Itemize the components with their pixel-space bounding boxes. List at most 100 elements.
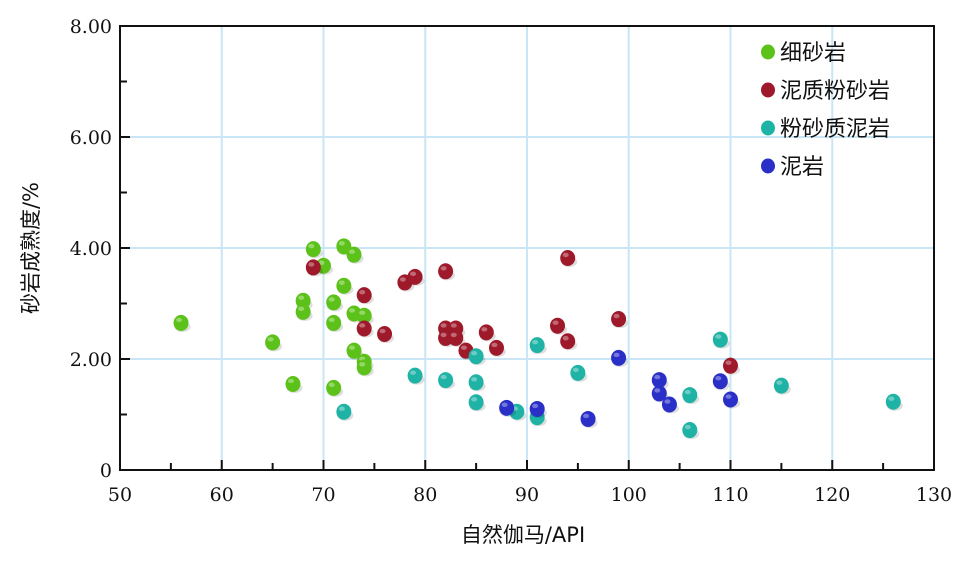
x-tick-label: 120 <box>814 484 850 506</box>
data-point-highlight <box>715 334 722 339</box>
data-point-highlight <box>308 262 315 267</box>
data-point <box>356 359 372 376</box>
legend-item: 泥岩 <box>761 155 824 180</box>
data-point-highlight <box>613 313 620 319</box>
data-point-highlight <box>338 406 345 411</box>
data-point <box>305 241 321 258</box>
data-point <box>570 364 586 381</box>
data-point <box>305 259 321 276</box>
data-point-highlight <box>349 249 356 254</box>
data-point-highlight <box>613 352 620 358</box>
data-point <box>346 246 362 263</box>
data-point-highlight <box>176 317 183 323</box>
data-point-highlight <box>552 320 559 325</box>
data-point-highlight <box>338 241 345 246</box>
legend-label: 粉砂质泥岩 <box>780 117 890 142</box>
x-tick-label: 50 <box>108 484 132 506</box>
legend-marker <box>761 44 775 60</box>
data-point <box>326 294 342 311</box>
data-point-highlight <box>379 328 386 334</box>
data-point <box>326 379 342 396</box>
data-point-highlight <box>338 280 345 285</box>
data-point-highlight <box>440 374 447 380</box>
data-point-highlight <box>359 310 366 315</box>
x-tick-label: 70 <box>311 484 335 506</box>
data-point <box>712 373 728 390</box>
data-point-highlight <box>287 378 294 384</box>
y-tick-label: 4.00 <box>70 238 112 260</box>
x-tick-label: 100 <box>611 484 647 506</box>
data-point <box>265 334 281 351</box>
data-point <box>285 375 301 392</box>
y-tick-label: 8.00 <box>70 16 112 38</box>
data-point-highlight <box>328 297 335 302</box>
data-point-highlight <box>664 399 671 404</box>
data-points <box>173 238 903 440</box>
x-tick-label: 110 <box>712 484 748 506</box>
data-point <box>611 311 627 328</box>
data-point <box>326 314 342 331</box>
data-point <box>468 374 484 391</box>
data-point-highlight <box>684 389 691 395</box>
data-point-highlight <box>481 327 488 332</box>
data-point-highlight <box>460 345 467 350</box>
data-point <box>336 238 352 255</box>
data-point <box>529 337 545 354</box>
data-point <box>407 367 423 384</box>
data-point-highlight <box>298 295 305 300</box>
data-point <box>468 348 484 365</box>
data-point <box>651 385 667 402</box>
y-tick-label: 6.00 <box>70 127 112 149</box>
data-point-highlight <box>471 397 478 402</box>
data-point-highlight <box>501 402 508 408</box>
data-point <box>336 277 352 294</box>
data-point <box>438 372 454 389</box>
data-point-highlight <box>440 332 447 338</box>
data-point-highlight <box>359 289 366 295</box>
data-point <box>295 303 311 320</box>
data-point-highlight <box>440 323 447 328</box>
data-point <box>885 393 901 410</box>
data-point-highlight <box>410 370 417 375</box>
data-point <box>611 349 627 366</box>
legend-label: 泥岩 <box>780 155 824 180</box>
data-point <box>356 320 372 337</box>
data-point <box>651 372 667 389</box>
data-point <box>488 339 504 356</box>
data-point-highlight <box>328 317 335 323</box>
legend-label: 泥质粉砂岩 <box>780 79 890 104</box>
legend-item: 泥质粉砂岩 <box>761 79 890 104</box>
data-point <box>356 307 372 324</box>
data-point <box>682 387 698 404</box>
data-point-highlight <box>267 337 274 342</box>
data-point-highlight <box>532 403 539 409</box>
data-point <box>682 422 698 439</box>
data-point-highlight <box>440 266 447 271</box>
data-point <box>712 331 728 348</box>
data-point <box>661 396 677 413</box>
data-point-highlight <box>491 342 498 348</box>
data-point-highlight <box>583 413 590 419</box>
data-point-highlight <box>725 360 732 365</box>
data-point <box>560 249 576 266</box>
data-point <box>560 333 576 350</box>
data-point-highlight <box>359 323 366 328</box>
y-tick-label: 2.00 <box>70 349 112 371</box>
data-point-highlight <box>471 351 478 356</box>
legend-item: 细砂岩 <box>761 41 846 66</box>
data-point <box>295 292 311 309</box>
data-point <box>336 403 352 420</box>
data-point-highlight <box>349 345 356 350</box>
y-tick-label: 0 <box>100 460 112 482</box>
data-point <box>723 391 738 408</box>
data-point-highlight <box>298 306 305 312</box>
x-tick-label: 90 <box>515 484 539 506</box>
grid-lines <box>120 26 934 470</box>
data-point-highlight <box>572 367 579 373</box>
data-point-highlight <box>562 252 569 258</box>
data-point-highlight <box>776 380 783 385</box>
y-axis: 0 2.00 4.00 6.00 8.00 <box>70 16 130 482</box>
data-point <box>580 410 596 427</box>
